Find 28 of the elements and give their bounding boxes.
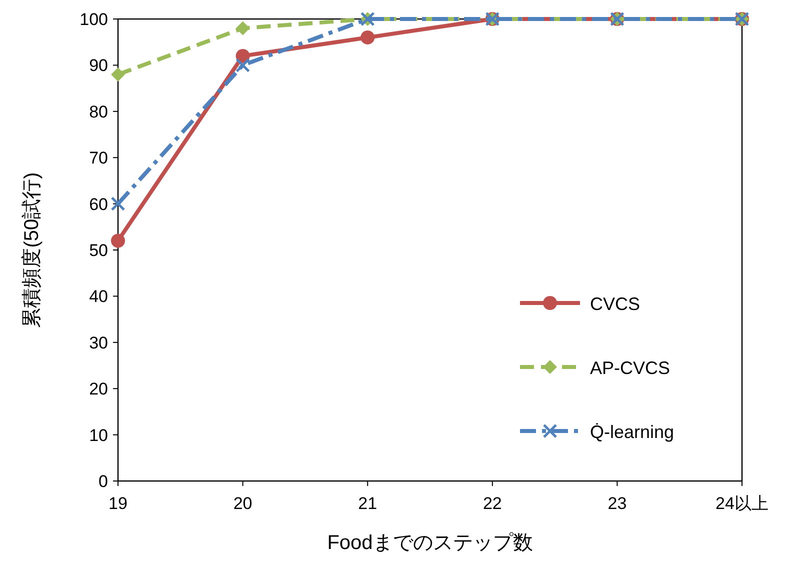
- point: [360, 30, 375, 44]
- y-tick-label: 80: [89, 102, 108, 122]
- y-tick-label: 20: [89, 380, 108, 399]
- y-tick-label: 50: [89, 241, 108, 260]
- y-tick-label: 10: [89, 426, 108, 445]
- point: [111, 67, 125, 82]
- legend-label: CVCS: [590, 294, 640, 314]
- point: [236, 58, 250, 72]
- y-tick-label: 30: [89, 333, 108, 352]
- y-tick-label: 70: [89, 148, 108, 168]
- legend-label: Q̇-learning: [590, 422, 674, 442]
- y-tick-label: 90: [89, 56, 108, 76]
- y-tick-label: 0: [98, 472, 108, 491]
- y-tick-label: 100: [80, 10, 108, 29]
- x-tick-label: 24以上: [716, 494, 768, 513]
- point: [111, 234, 125, 248]
- point: [236, 21, 250, 36]
- x-tick-label: 20: [233, 494, 252, 513]
- y-tick-label: 40: [89, 287, 108, 306]
- x-tick-label: 21: [358, 494, 378, 513]
- point: [110, 196, 126, 212]
- legend-label: AP-CVCS: [590, 358, 670, 378]
- y-axis-title: 累積頻度(50試行): [21, 172, 43, 328]
- x-tick-label: 19: [108, 494, 128, 513]
- x-tick-label: 23: [608, 494, 627, 513]
- x-tick-label: 22: [482, 494, 502, 513]
- y-tick-label: 60: [89, 194, 108, 214]
- x-axis-title: Foodまでのステップ数: [327, 532, 533, 554]
